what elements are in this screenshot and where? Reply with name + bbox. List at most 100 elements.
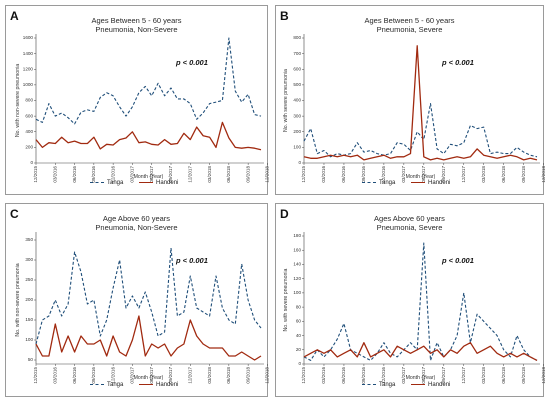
y-axis-label: No. with non-severe pneumonia [15,64,21,137]
y-tick-label: 200 [25,297,33,302]
y-tick-label: 400 [293,98,301,103]
y-tick-label: 50 [28,357,34,362]
x-axis-label: Month (Year) [406,174,436,180]
x-tick-label: 06/2016 [72,367,77,384]
legend-item-handeni: Handeni [139,180,178,186]
x-tick-label: 03/2018 [207,166,212,183]
y-tick-label: 150 [25,317,33,322]
y-tick-label: 20 [296,347,302,352]
x-tick-label: 12/2018 [541,166,546,183]
legend-item-handeni: Handeni [139,382,178,388]
y-tick-label: 100 [25,337,33,342]
x-tick-label: 09/2016 [91,166,96,183]
series-line-handeni [303,342,538,361]
y-tick-label: 0 [298,160,301,165]
x-tick-label: 06/2016 [341,166,346,183]
x-tick-label: 03/2017 [130,367,135,384]
series-line-handeni [35,121,262,151]
legend-swatch-tanga [362,181,376,183]
x-tick-label: 12/2015 [33,367,38,384]
chart-subtitle: Pneumonia, Non-Severe [95,223,178,232]
y-tick-label: 800 [25,98,33,103]
y-axis-label: No. with severe pneumonia [283,268,289,331]
p-value-annotation: p < 0.001 [442,256,474,265]
x-tick-label: 12/2017 [461,367,466,384]
x-tick-label: 06/2017 [421,166,426,183]
series-line-handeni [35,315,262,361]
legend-swatch-handeni [411,383,426,385]
legend-item-handeni: Handeni [411,382,450,388]
x-tick-label: 12/2017 [188,166,193,183]
x-tick-label: 12/2017 [461,166,466,183]
x-tick-label: 09/2018 [521,367,526,384]
legend-swatch-handeni [139,181,154,183]
y-tick-label: 120 [293,276,301,281]
chart-title: Ages Between 5 - 60 years [91,16,182,25]
legend: Tanga Handeni [362,382,464,388]
x-tick-label: 06/2016 [341,367,346,384]
x-tick-label: 03/2017 [130,166,135,183]
x-tick-label: 12/2016 [110,166,115,183]
x-tick-label: 03/2016 [321,367,326,384]
y-tick-label: 700 [293,51,301,56]
legend-swatch-tanga [90,383,104,385]
x-tick-label: 03/2016 [53,367,58,384]
x-tick-label: 12/2017 [188,367,193,384]
x-axis-label: Month (Year) [134,174,164,180]
panel-label: A [10,9,19,23]
x-tick-label: 09/2018 [521,166,526,183]
y-tick-label: 140 [293,262,301,267]
x-tick-label: 09/2016 [91,367,96,384]
chart-panel: C Age Above 60 years Pneumonia, Non-Seve… [5,203,270,397]
y-tick-label: 300 [293,113,301,118]
x-tick-label: 12/2016 [381,367,386,384]
x-tick-label: 03/2017 [401,367,406,384]
y-axis-label: No. with non-severe pneumonia [15,263,21,336]
legend-item-handeni: Handeni [411,180,450,186]
chart-subtitle: Pneumonia, Severe [376,25,443,34]
y-tick-label: 400 [25,129,33,134]
legend-swatch-tanga [90,181,104,183]
panel-label: B [280,9,289,23]
y-tick-label: 40 [296,333,302,338]
y-tick-label: 300 [25,257,33,262]
legend: Tanga Handeni [90,382,192,388]
x-tick-label: 09/2017 [168,367,173,384]
series-line-tanga [35,247,262,345]
y-tick-label: 1000 [23,82,34,87]
y-tick-label: 0 [30,160,33,165]
x-tick-label: 09/2016 [361,367,366,384]
series-line-tanga [35,37,262,125]
y-tick-label: 350 [25,237,33,242]
chart-panel: A Ages Between 5 - 60 years Pneumonia, N… [5,5,270,195]
chart-plot: 0 200 400 600 800 1000 1200 1400 1600 12/2015 03/2… [15,34,270,183]
x-tick-label: 12/2018 [265,367,270,384]
series-line-tanga [303,103,538,158]
y-tick-label: 600 [25,113,33,118]
x-tick-label: 06/2018 [226,166,231,183]
y-tick-label: 100 [293,145,301,150]
p-value-annotation: p < 0.001 [442,58,474,67]
chart-title: Ages Between 5 - 60 years [364,16,455,25]
chart-title: Age Above 60 years [102,214,171,223]
x-tick-label: 12/2015 [301,367,306,384]
legend: Tanga Handeni [362,180,464,186]
x-tick-label: 03/2018 [481,367,486,384]
chart-panel: D Ages Above 60 years Pneumonia, Severe … [275,203,546,397]
chart-plot: 50 100 150 200 250 300 350 12/2015 03/2016 06/201… [15,232,270,384]
x-tick-label: 12/2015 [301,166,306,183]
y-tick-label: 500 [293,82,301,87]
series-line-handeni [303,45,538,161]
x-tick-label: 06/2018 [501,367,506,384]
y-tick-label: 800 [293,35,301,40]
chart-subtitle: Pneumonia, Non-Severe [95,25,178,34]
panel-label: C [10,207,19,221]
y-tick-label: 0 [298,361,301,366]
chart-panel: B Ages Between 5 - 60 years Pneumonia, S… [275,5,546,195]
panel-label: D [280,207,289,221]
chart-subtitle: Pneumonia, Severe [376,223,443,232]
x-tick-label: 03/2018 [481,166,486,183]
x-tick-label: 12/2016 [110,367,115,384]
x-tick-label: 09/2017 [168,166,173,183]
x-tick-label: 12/2015 [33,166,38,183]
